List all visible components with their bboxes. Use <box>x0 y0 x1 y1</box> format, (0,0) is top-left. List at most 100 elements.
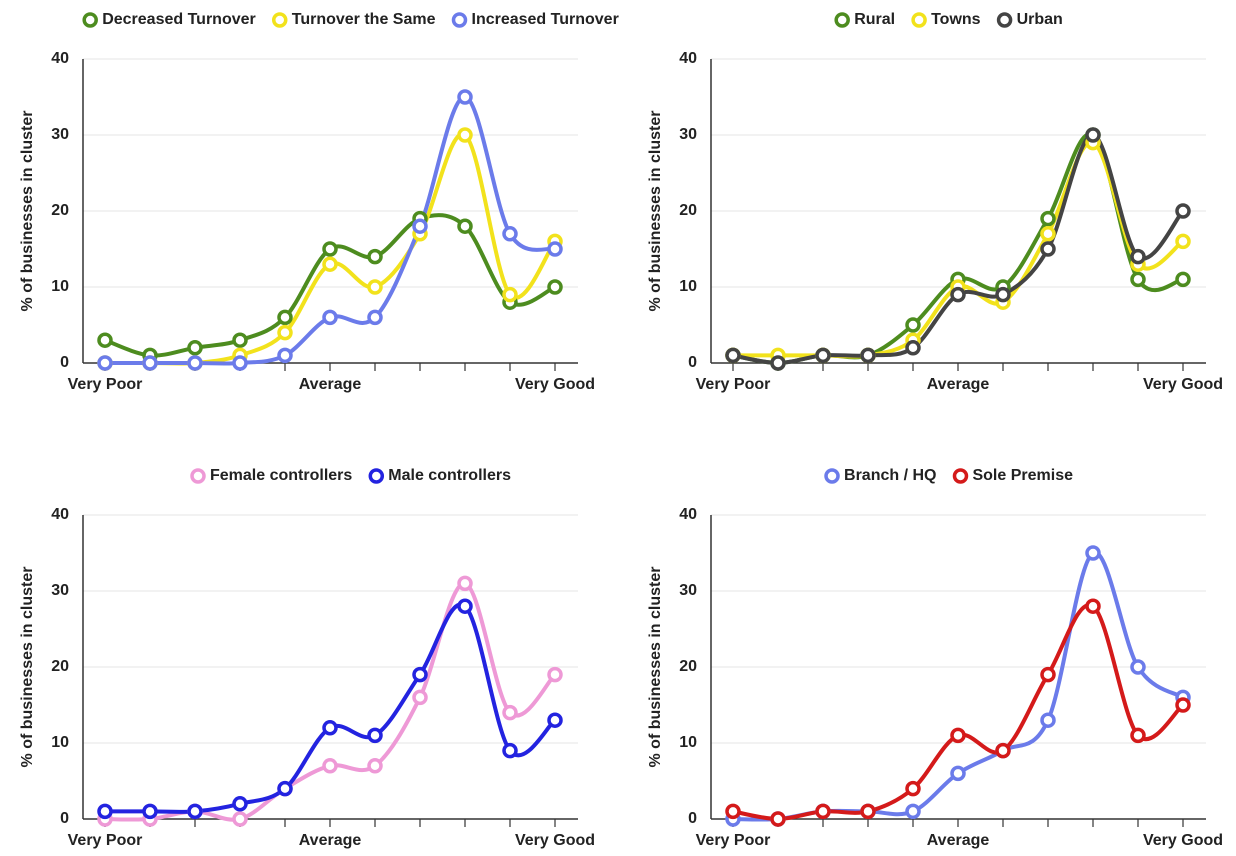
data-point <box>142 803 158 820</box>
x-tick-label: Average <box>927 832 990 849</box>
chart-panel: 0 10 20 30 40 Very Poor Average Very Good % of b… <box>19 467 595 849</box>
legend-marker <box>271 12 288 28</box>
legend-label: Turnover the Same <box>292 11 436 28</box>
data-point <box>277 780 293 797</box>
legend-label: Towns <box>931 11 981 28</box>
legend-marker <box>824 468 840 484</box>
data-point <box>725 803 741 820</box>
data-point <box>457 127 473 143</box>
x-tick-label: Very Poor <box>68 376 143 393</box>
data-point <box>547 666 563 683</box>
data-point <box>322 256 338 272</box>
legend-marker <box>368 468 385 484</box>
y-axis-label: % of businesses in cluster <box>19 567 36 768</box>
y-tick-label: 20 <box>51 202 69 219</box>
data-point <box>97 355 113 371</box>
legend-label: Urban <box>1017 11 1063 28</box>
y-tick-label: 0 <box>60 810 69 827</box>
y-tick-label: 0 <box>688 810 697 827</box>
legend-label: Sole Premise <box>972 467 1073 484</box>
data-point <box>1040 712 1056 728</box>
data-point <box>412 689 428 706</box>
data-point <box>322 720 338 736</box>
y-tick-label: 10 <box>51 278 69 295</box>
data-point <box>995 286 1011 303</box>
data-point <box>277 309 293 326</box>
y-axis-label: % of businesses in cluster <box>647 111 664 312</box>
x-tick-label: Very Good <box>515 376 595 393</box>
legend-marker <box>834 12 850 28</box>
data-point <box>1040 241 1056 257</box>
data-point <box>457 89 473 105</box>
x-tick-label: Average <box>927 376 990 393</box>
legend-label: Rural <box>854 11 895 28</box>
data-point <box>950 765 966 782</box>
data-point <box>815 347 831 364</box>
y-tick-label: 20 <box>679 202 697 219</box>
data-point <box>905 317 921 333</box>
data-point <box>860 803 876 820</box>
series-line <box>104 581 557 822</box>
x-tick-label: Very Good <box>1143 832 1223 849</box>
data-point <box>457 575 473 592</box>
y-axis-label: % of businesses in cluster <box>19 111 36 312</box>
data-point <box>232 355 248 371</box>
data-point <box>1040 226 1056 242</box>
data-point <box>547 279 563 295</box>
legend-marker <box>190 468 206 484</box>
y-tick-label: 10 <box>679 278 697 295</box>
x-tick-label: Very Good <box>1143 376 1223 393</box>
data-point <box>1175 233 1191 250</box>
data-point <box>322 241 338 257</box>
data-point <box>277 324 293 341</box>
data-point <box>502 704 518 721</box>
legend: Decreased Turnover Turnover the Same Incre… <box>82 11 619 28</box>
series-line <box>732 132 1184 366</box>
data-point <box>97 803 113 820</box>
data-point <box>770 811 786 827</box>
data-point <box>502 226 518 242</box>
data-point <box>905 340 921 356</box>
data-point <box>412 218 428 234</box>
y-tick-label: 30 <box>51 126 69 143</box>
data-point <box>905 803 921 820</box>
data-point <box>1175 271 1191 288</box>
legend: Branch / HQ Sole Premise <box>824 467 1073 484</box>
y-tick-label: 0 <box>688 354 697 371</box>
series-line <box>733 140 1185 359</box>
data-point <box>1040 210 1056 227</box>
data-point <box>1130 271 1146 288</box>
data-point <box>367 279 383 295</box>
data-point <box>412 666 428 683</box>
series-line <box>732 602 1185 822</box>
y-tick-label: 30 <box>679 582 697 599</box>
data-point <box>1085 127 1101 143</box>
data-point <box>1040 666 1056 683</box>
data-point <box>502 286 518 303</box>
data-point <box>232 811 248 827</box>
legend-label: Branch / HQ <box>844 467 936 484</box>
y-tick-label: 10 <box>51 734 69 751</box>
legend-marker <box>952 468 969 484</box>
data-point <box>860 347 876 364</box>
legend-marker <box>911 12 927 28</box>
data-point <box>770 355 786 371</box>
data-point <box>1175 203 1191 219</box>
data-point <box>457 218 473 234</box>
data-point <box>187 355 203 371</box>
data-point <box>950 727 966 744</box>
data-point <box>1085 545 1101 561</box>
y-tick-label: 20 <box>679 658 697 675</box>
data-point <box>322 309 338 326</box>
data-point <box>547 712 563 728</box>
data-point <box>457 598 473 614</box>
legend: Rural Towns Urban <box>834 11 1063 28</box>
x-tick-label: Very Poor <box>696 376 771 393</box>
legend-label: Decreased Turnover <box>102 11 256 28</box>
data-point <box>322 758 338 774</box>
data-point <box>1130 659 1146 675</box>
y-tick-label: 40 <box>51 50 69 67</box>
data-point <box>277 347 293 364</box>
data-point <box>232 796 248 812</box>
